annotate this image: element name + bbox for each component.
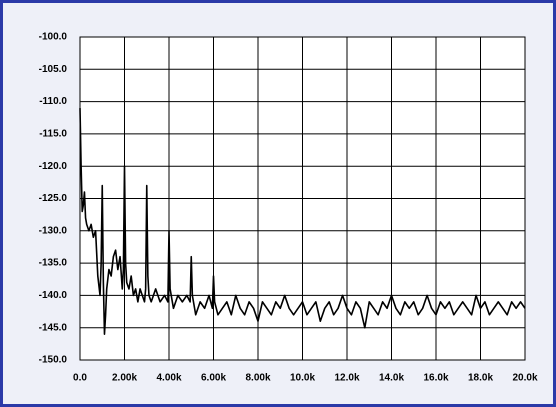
x-tick-label: 4.00k	[156, 373, 181, 384]
y-tick-label: -150.0	[39, 355, 68, 366]
spectrum-line	[79, 108, 526, 335]
x-tick-label: 18.0k	[468, 373, 493, 384]
x-tick-label: 12.0k	[334, 373, 359, 384]
x-tick-label: 0.0	[73, 373, 87, 384]
y-tick-label: -130.0	[39, 225, 68, 236]
y-tick-label: -105.0	[39, 64, 68, 75]
y-tick-label: -135.0	[39, 258, 68, 269]
x-tick-label: 8.00k	[245, 373, 270, 384]
y-tick-label: -110.0	[39, 96, 67, 107]
x-tick-label: 16.0k	[423, 373, 448, 384]
y-tick-label: -100.0	[39, 32, 68, 43]
x-tick-label: 20.0k	[512, 373, 537, 384]
y-tick-label: -115.0	[39, 129, 67, 140]
y-tick-label: -120.0	[39, 161, 68, 172]
y-tick-label: -125.0	[39, 193, 68, 204]
x-tick-label: 10.0k	[290, 373, 315, 384]
y-tick-label: -145.0	[39, 322, 68, 333]
x-tick-label: 2.00k	[112, 373, 137, 384]
y-tick-label: -140.0	[39, 290, 68, 301]
x-tick-label: 14.0k	[379, 373, 404, 384]
x-tick-label: 6.00k	[201, 373, 226, 384]
